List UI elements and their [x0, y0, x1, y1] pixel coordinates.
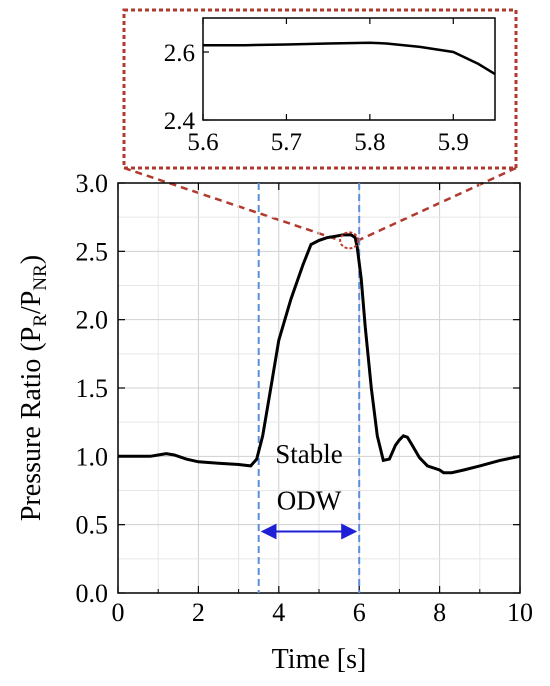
x-tick-label: 4 — [272, 598, 285, 627]
x-tick-label: 2 — [192, 598, 205, 627]
inset-ticks: 5.6 5.7 5.8 5.9 2.4 2.6 — [164, 18, 469, 156]
y-tick-label: 2.5 — [76, 237, 109, 266]
inset-plot-area — [202, 17, 496, 121]
main-ticks: 0 2 4 6 8 10 0.0 0.5 1.0 1.5 2.0 2.5 3.0 — [76, 169, 534, 627]
main-chart: 0 2 4 6 8 100.00.51.01.52.02.53.0 Stable ODW … — [16, 169, 533, 675]
y-label-mid: /P — [16, 291, 47, 314]
y-axis-label: Pressure Ratio (PR/PNR) — [16, 255, 51, 521]
y-tick-label: 3.0 — [76, 169, 109, 198]
y-tick-label: 0.5 — [76, 511, 109, 540]
annotation-odw: ODW — [277, 486, 342, 516]
y-label-sub-nr: NR — [30, 264, 51, 291]
x-axis-label: Time [s] — [272, 644, 367, 675]
inset-x-tick-label: 5.9 — [438, 129, 469, 156]
y-tick-label: 1.0 — [76, 442, 109, 471]
inset-x-tick-label: 5.6 — [187, 129, 218, 156]
y-label-end: ) — [16, 255, 47, 264]
y-label-main: Pressure Ratio (P — [16, 327, 47, 521]
inset-chart: 5.6 5.7 5.8 5.9 2.4 2.6 — [122, 8, 518, 170]
series-line — [118, 233, 521, 475]
inset-x-tick-label: 5.7 — [271, 129, 302, 156]
y-tick-label: 2.0 — [76, 306, 109, 335]
x-tick-label: 8 — [433, 598, 446, 627]
zoom-connector-right — [357, 166, 517, 242]
inset-y-tick-label: 2.4 — [164, 108, 196, 135]
y-tick-label: 1.5 — [76, 374, 109, 403]
inset-y-tick-label: 2.6 — [164, 40, 195, 67]
annotation-stable: Stable — [275, 439, 343, 469]
inset-series-line — [203, 41, 496, 76]
y-label-sub-r: R — [30, 314, 51, 327]
inset-frame — [122, 8, 518, 170]
x-tick-label: 0 — [112, 598, 125, 627]
zoom-marker-circle — [339, 231, 360, 250]
y-tick-label: 0.0 — [76, 579, 109, 608]
x-tick-label: 6 — [353, 598, 366, 627]
inset-x-tick-label: 5.8 — [354, 129, 385, 156]
x-tick-label: 10 — [507, 598, 533, 627]
zoom-connector-left — [123, 166, 341, 242]
